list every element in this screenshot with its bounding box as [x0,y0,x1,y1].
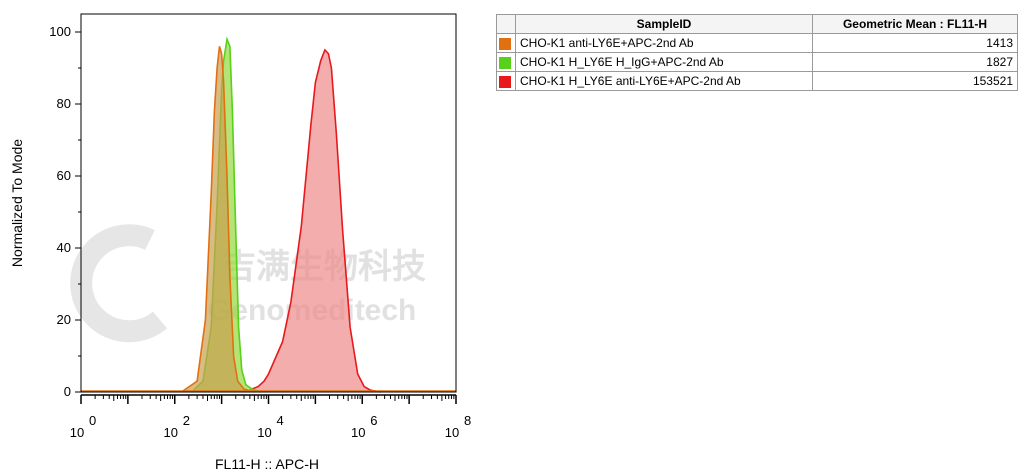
x-tick-exponent: 0 [89,413,96,428]
series-area-2 [183,46,255,393]
y-tick-label: 100 [49,24,71,39]
x-tick-label: 10 [351,425,365,440]
color-swatch [499,37,511,50]
sample-id-cell: CHO-K1 H_LY6E H_IgG+APC-2nd Ab [515,52,813,72]
y-tick-label: 80 [57,96,71,111]
series-line-2 [182,46,255,393]
x-tick-exponent: 8 [464,413,471,428]
x-tick-exponent: 2 [183,413,190,428]
x-tick-label: 10 [445,425,459,440]
watermark-logo-icon [70,224,168,343]
x-tick-exponent: 6 [370,413,377,428]
series-layer [81,36,456,393]
y-tick-label: 60 [57,168,71,183]
x-tick-label: 10 [257,425,271,440]
color-swatch [499,75,511,88]
swatch-header [496,14,516,34]
table-header-row: SampleID Geometric Mean : FL11-H [496,14,1018,34]
y-axis-title: Normalized To Mode [9,139,25,267]
x-tick-exponent: 4 [277,413,284,428]
geometric-mean-header: Geometric Mean : FL11-H [812,14,1018,34]
sample-id-header: SampleID [515,14,813,34]
x-axis-title: FL11-H :: APC-H [215,456,319,472]
geometric-mean-cell: 1413 [812,33,1018,53]
series-area-0 [249,50,381,392]
sample-id-cell: CHO-K1 anti-LY6E+APC-2nd Ab [515,33,813,53]
color-swatch [499,56,511,69]
y-tick-label: 20 [57,312,71,327]
sample-id-cell: CHO-K1 H_LY6E anti-LY6E+APC-2nd Ab [515,71,813,91]
y-tick-label: 40 [57,240,71,255]
geometric-mean-cell: 1827 [812,52,1018,72]
table-row: CHO-K1 H_LY6E H_IgG+APC-2nd Ab 1827 [496,52,1018,72]
histogram-chart: 吉满生物科技Genomeditech 020406080100100102104… [9,13,471,472]
table-row: CHO-K1 H_LY6E anti-LY6E+APC-2nd Ab 15352… [496,71,1018,91]
watermark: 吉满生物科技Genomeditech [70,224,426,343]
plot-frame [80,13,457,393]
y-tick-label: 0 [64,384,71,399]
geometric-mean-cell: 153521 [812,71,1018,91]
series-line-0 [249,48,382,393]
x-tick-label: 10 [70,425,84,440]
statistics-table: SampleID Geometric Mean : FL11-H CHO-K1 … [496,14,1018,91]
x-tick-label: 10 [164,425,178,440]
table-row: CHO-K1 anti-LY6E+APC-2nd Ab 1413 [496,33,1018,53]
